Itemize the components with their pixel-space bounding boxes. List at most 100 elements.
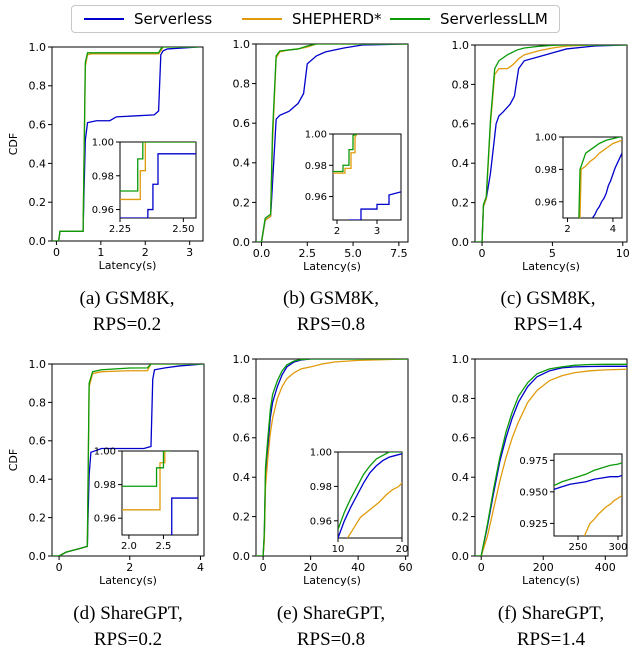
chart-d-xtick-label-1: 2 — [126, 561, 133, 574]
chart-d-inset-line-shepherd — [122, 451, 171, 511]
legend-label-shepherd: SHEPHERD* — [292, 10, 382, 28]
legend-item-serverlessllm: ServerlessLLM — [390, 6, 548, 32]
chart-d-line-serverlessllm — [52, 364, 204, 556]
chart-c-ytick-label-3: 0.6 — [452, 118, 470, 131]
chart-b-xtick-label-2: 5.0 — [344, 247, 362, 260]
chart-e-inset-ytick-label-0: 0.96 — [310, 516, 332, 527]
chart-a-inset-line-shepherd — [120, 142, 196, 201]
chart-d-inset-xtick-label-1: 2.5 — [156, 541, 172, 552]
chart-b-inset-line-serverlessllm — [333, 134, 358, 173]
chart-e-inset-xtick-label-1: 20 — [396, 544, 409, 555]
chart-d-inset-ytick-label-0: 0.96 — [94, 514, 116, 525]
chart-c-inset-ytick-label-1: 0.98 — [535, 165, 557, 176]
chart-e-ytick-label-3: 0.6 — [233, 432, 251, 445]
chart-c-ytick-label-5: 1.0 — [452, 39, 470, 52]
chart-a-inset-line-serverlessllm — [120, 142, 196, 192]
chart-c-caption-line2: RPS=1.4 — [514, 314, 583, 335]
chart-e-inset: 10 20 0.96 0.98 1.00 — [310, 448, 409, 556]
chart-e-caption-line2: RPS=0.8 — [297, 629, 365, 650]
chart-c-caption-line1: (c) GSM8K, — [501, 288, 596, 309]
chart-b-xtick-label-1: 2.5 — [299, 247, 317, 260]
chart-c-inset-line-serverless — [591, 152, 622, 218]
chart-b-xlabel: Latency(s) — [303, 260, 361, 273]
chart-a-ytick-label-0: 0.0 — [29, 235, 47, 248]
chart-a-ytick-label-2: 0.4 — [29, 157, 47, 170]
chart-f-inset-line-serverless — [554, 474, 622, 490]
chart-b: 0.0 2.5 5.0 7.5 0.0 0.2 0.4 0.6 0.8 1.0 Latency(s)… — [233, 38, 409, 335]
chart-f-ytick-label-0: 0.0 — [452, 550, 470, 563]
chart-f-inset: 250 300 0.925 0.950 0.975 — [519, 453, 628, 553]
chart-b-inset-ytick-label-2: 1.00 — [305, 130, 327, 141]
chart-b-inset-line-serverless — [349, 191, 401, 220]
chart-d-caption-line2: RPS=0.2 — [94, 629, 162, 650]
chart-b-inset-frame — [332, 133, 402, 221]
chart-d-caption-line1: (d) ShareGPT, — [73, 603, 182, 624]
chart-d-xtick-label-2: 4 — [197, 561, 204, 574]
chart-e: 0 20 40 60 0.0 0.2 0.4 0.6 0.8 1.0 Latency(s) 10 20 0… — [233, 353, 413, 650]
chart-f-inset-line-serverlessllm — [554, 462, 622, 487]
chart-d-inset-line-serverless — [170, 497, 198, 535]
chart-b-line-serverlessllm — [256, 44, 408, 242]
chart-c-inset-frame — [562, 136, 623, 219]
chart-c-ytick-label-1: 0.2 — [452, 196, 470, 209]
legend-item-serverless: Serverless — [84, 6, 212, 32]
chart-e-inset-ytick-label-2: 1.00 — [310, 448, 332, 459]
chart-c-xtick-label-0: 0 — [479, 247, 486, 260]
chart-f-line-serverlessllm — [475, 363, 627, 556]
chart-a-xtick-label-0: 0 — [53, 246, 60, 259]
legend-item-shepherd: SHEPHERD* — [242, 6, 382, 32]
chart-a-inset-xtick-label-1: 2.50 — [172, 224, 194, 235]
chart-a-caption-line1: (a) GSM8K, — [80, 288, 175, 309]
chart-a-xtick-label-1: 1 — [97, 246, 104, 259]
chart-b-inset-xtick-label-0: 2 — [334, 226, 340, 237]
chart-d-ytick-label-4: 0.8 — [29, 396, 47, 409]
chart-e-xtick-label-3: 60 — [399, 561, 413, 574]
chart-c-ytick-label-2: 0.4 — [452, 157, 470, 170]
chart-f-line-shepherd — [475, 368, 627, 556]
chart-a-inset-xtick-label-0: 2.25 — [109, 224, 131, 235]
chart-c-xlabel: Latency(s) — [522, 260, 580, 273]
chart-f-inset-ytick-label-0: 0.925 — [519, 519, 548, 530]
chart-c-inset-xtick-label-0: 2 — [564, 224, 570, 235]
chart-e-inset-ytick-label-1: 0.98 — [310, 482, 332, 493]
chart-f-xtick-label-2: 400 — [595, 561, 616, 574]
chart-c-line-serverlessllm — [475, 45, 627, 242]
chart-b-caption-line1: (b) GSM8K, — [283, 288, 379, 309]
chart-c-inset-ytick-label-0: 0.96 — [535, 197, 557, 208]
chart-b-inset-xtick-label-1: 3 — [374, 226, 380, 237]
chart-f-xtick-label-1: 200 — [533, 561, 554, 574]
chart-c-xtick-label-1: 5 — [549, 247, 556, 260]
chart-c-ytick-label-4: 0.8 — [452, 78, 470, 91]
chart-b-inset-ytick-label-1: 0.98 — [305, 161, 327, 172]
chart-d-xtick-label-0: 0 — [56, 561, 63, 574]
chart-e-inset-line-serverless — [338, 453, 402, 538]
chart-a-ylabel: CDF — [7, 133, 20, 155]
chart-c: 0 5 10 0.0 0.2 0.4 0.6 0.8 1.0 Latency(s) 2 4 0.96 0.… — [452, 39, 630, 335]
chart-f-ytick-label-2: 0.4 — [452, 471, 470, 484]
chart-c-ytick-label-0: 0.0 — [452, 236, 470, 249]
chart-d-inset: 2.0 2.5 0.96 0.98 1.00 — [94, 447, 199, 552]
chart-f-xtick-label-0: 0 — [478, 561, 485, 574]
chart-b-inset-ytick-label-0: 0.96 — [305, 192, 327, 203]
chart-e-inset-line-serverlessllm — [338, 452, 402, 530]
chart-b-ytick-label-3: 0.6 — [233, 117, 251, 130]
chart-d: 0 2 4 0.0 0.2 0.4 0.6 0.8 1.0 Latency(s) CDF 2.0 2.5… — [7, 358, 205, 650]
chart-d-inset-ytick-label-2: 1.00 — [94, 447, 116, 458]
chart-b-ytick-label-0: 0.0 — [233, 236, 251, 249]
legend-swatch-shepherd — [242, 18, 282, 20]
chart-f-caption-line1: (f) ShareGPT, — [498, 603, 604, 624]
chart-b-inset-line-shepherd — [333, 134, 358, 174]
chart-a-inset-ytick-label-1: 0.98 — [92, 171, 114, 182]
chart-d-ytick-label-2: 0.4 — [29, 473, 47, 486]
chart-e-inset-line-shepherd — [347, 482, 402, 538]
chart-c-inset-line-serverlessllm — [578, 137, 622, 218]
legend-swatch-serverlessllm — [390, 18, 430, 20]
chart-f-inset-line-shepherd — [583, 495, 622, 536]
chart-a-inset-ytick-label-2: 1.00 — [92, 138, 114, 149]
chart-a-ytick-label-5: 1.0 — [29, 41, 47, 54]
chart-a-ytick-label-4: 0.8 — [29, 80, 47, 93]
chart-e-ytick-label-2: 0.4 — [233, 471, 251, 484]
chart-a-xtick-label-2: 2 — [142, 246, 149, 259]
chart-d-inset-ytick-label-1: 0.98 — [94, 480, 116, 491]
